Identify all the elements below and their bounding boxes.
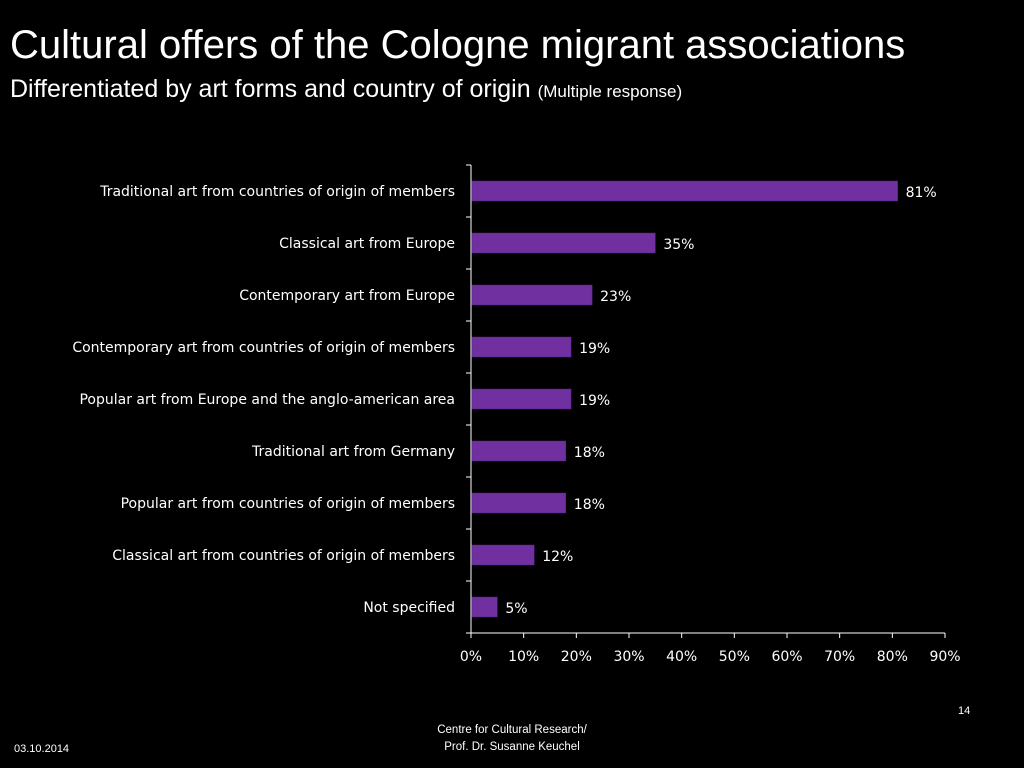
footer-credit-line-1: Centre for Cultural Research/	[437, 724, 587, 736]
x-tick-label: 30%	[613, 649, 644, 665]
x-tick-label: 40%	[666, 649, 697, 665]
category-label: Contemporary art from countries of origi…	[72, 340, 455, 356]
data-label: 19%	[579, 393, 610, 409]
category-label: Classical art from Europe	[279, 236, 455, 252]
x-tick-label: 80%	[877, 649, 908, 665]
category-label: Not specified	[363, 600, 455, 616]
bar	[471, 284, 593, 306]
page-number: 14	[958, 705, 971, 717]
bar	[471, 388, 572, 410]
category-label: Popular art from countries of origin of …	[121, 496, 455, 512]
data-label: 12%	[542, 549, 573, 565]
bar	[471, 544, 535, 566]
category-label: Traditional art from countries of origin…	[99, 184, 455, 200]
subtitle-text: Differentiated by art forms and country …	[10, 75, 531, 103]
category-label: Classical art from countries of origin o…	[112, 548, 455, 564]
footer-credit: Centre for Cultural Research/ Prof. Dr. …	[412, 722, 612, 756]
bar-chart: 0% 10% 20% 30% 40% 50% 60% 70% 80% 90% Traditional…	[72, 164, 961, 665]
category-label: Traditional art from Germany	[251, 444, 455, 460]
x-tick-label: 70%	[824, 649, 855, 665]
subtitle-note: (Multiple response)	[537, 82, 683, 101]
data-label: 18%	[574, 497, 605, 513]
data-label: 23%	[600, 289, 631, 305]
slide-subtitle: Differentiated by art forms and country …	[10, 74, 682, 107]
bar	[471, 336, 572, 358]
category-label: Popular art from Europe and the anglo-am…	[79, 392, 455, 408]
x-tick-label: 20%	[561, 649, 592, 665]
x-tick-label: 10%	[508, 649, 539, 665]
bar	[471, 492, 567, 514]
x-tick-label: 0%	[460, 649, 482, 665]
x-tick-label: 50%	[719, 649, 750, 665]
data-label: 19%	[579, 341, 610, 357]
footer-date: 03.10.2014	[14, 743, 70, 755]
x-tick-label: 60%	[771, 649, 802, 665]
bar	[471, 596, 498, 618]
slide-title: Cultural offers of the Cologne migrant a…	[10, 23, 906, 67]
data-label: 81%	[906, 185, 937, 201]
data-label: 5%	[505, 601, 527, 617]
data-label: 35%	[663, 237, 694, 253]
x-tick-label: 90%	[929, 649, 960, 665]
footer-credit-line-2: Prof. Dr. Susanne Keuchel	[444, 741, 580, 753]
bar	[471, 232, 656, 254]
bar	[471, 180, 898, 202]
category-label: Contemporary art from Europe	[239, 288, 455, 304]
bar	[471, 440, 567, 462]
data-label: 18%	[574, 445, 605, 461]
